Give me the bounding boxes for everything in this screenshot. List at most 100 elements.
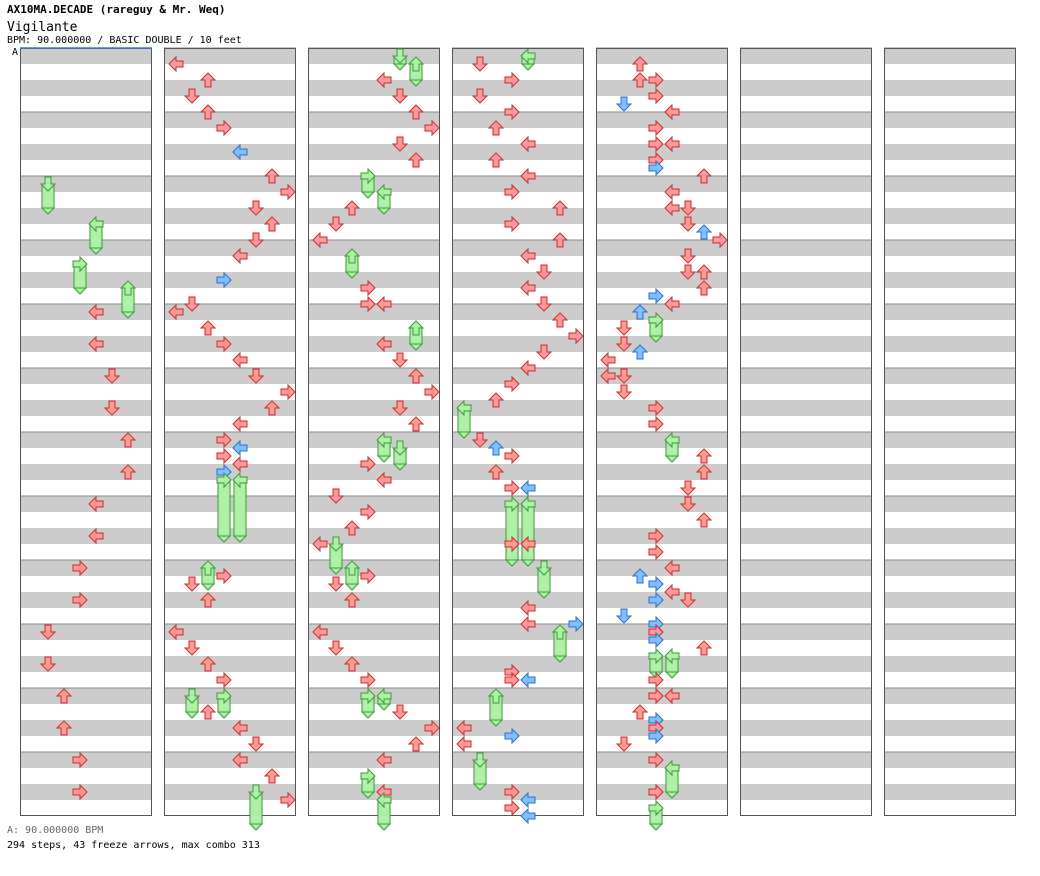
beat-stripe: [884, 688, 1016, 704]
step-arrow: [360, 279, 376, 297]
step-arrow: [232, 455, 248, 473]
freeze-arrow: [391, 440, 409, 471]
freeze-head: [360, 167, 376, 185]
beat-stripe: [20, 208, 152, 224]
freeze-head: [247, 784, 265, 800]
freeze-tail: [360, 711, 376, 719]
freeze-tail: [552, 655, 568, 663]
freeze-head: [183, 688, 201, 704]
beat-stripe: [884, 144, 1016, 160]
beat-stripe: [20, 400, 152, 416]
freeze-tail: [88, 247, 104, 255]
freeze-head: [391, 440, 409, 456]
step-arrow: [648, 71, 664, 89]
step-arrow: [376, 471, 392, 489]
column-border: [740, 48, 872, 816]
step-arrow: [712, 231, 728, 249]
step-arrow-blue: [232, 439, 248, 457]
beat-stripe: [308, 208, 440, 224]
step-arrow-blue: [232, 143, 248, 161]
beat-stripe: [164, 656, 296, 672]
step-arrow: [679, 264, 697, 280]
beat-stripe: [308, 400, 440, 416]
step-arrow-blue: [648, 727, 664, 745]
step-arrow: [520, 599, 536, 617]
step-arrow: [119, 432, 137, 448]
step-arrow: [232, 351, 248, 369]
beat-stripe: [740, 528, 872, 544]
step-arrow-blue: [631, 568, 649, 584]
freeze-arrow: [360, 687, 376, 719]
step-arrow: [376, 335, 392, 353]
beat-stripe: [596, 80, 728, 96]
beat-stripe: [452, 48, 584, 64]
beat-stripe: [452, 688, 584, 704]
step-arrow: [343, 656, 361, 672]
step-arrow: [343, 592, 361, 608]
step-arrow: [648, 543, 664, 561]
beat-stripe: [20, 464, 152, 480]
beat-stripe: [596, 144, 728, 160]
beat-stripe: [452, 368, 584, 384]
step-arrow: [216, 335, 232, 353]
freeze-arrow: [72, 255, 88, 295]
step-arrow: [39, 656, 57, 672]
step-arrow: [263, 216, 281, 232]
beat-stripe: [20, 240, 152, 256]
freeze-head: [88, 215, 104, 233]
beat-stripe: [164, 80, 296, 96]
beat-stripe: [740, 176, 872, 192]
step-arrow: [648, 527, 664, 545]
step-arrow: [456, 719, 472, 737]
step-arrow: [247, 232, 265, 248]
step-arrow: [648, 783, 664, 801]
beat-stripe: [164, 624, 296, 640]
freeze-arrow: [216, 687, 232, 719]
beat-stripe: [20, 336, 152, 352]
step-arrow: [520, 615, 536, 633]
freeze-arrow: [216, 471, 232, 543]
step-arrow: [648, 399, 664, 417]
freeze-head: [664, 647, 680, 665]
beat-stripe: [596, 112, 728, 128]
step-arrow: [695, 448, 713, 464]
step-arrow: [664, 559, 680, 577]
beat-stripe: [596, 240, 728, 256]
step-arrow: [695, 640, 713, 656]
beat-stripe: [164, 304, 296, 320]
step-arrow: [551, 312, 569, 328]
beat-stripe: [884, 112, 1016, 128]
step-arrow-blue: [520, 479, 536, 497]
step-arrow-blue: [568, 615, 584, 633]
song-artist: AX10MA.DECADE (rareguy & Mr. Weq): [7, 3, 226, 16]
beat-stripe: [452, 336, 584, 352]
freeze-arrow: [376, 791, 392, 831]
step-arrow: [664, 295, 680, 313]
step-arrow: [487, 464, 505, 480]
chart-column: [452, 47, 584, 816]
freeze-tail: [216, 711, 232, 719]
freeze-arrow: [183, 688, 201, 719]
step-arrow: [232, 415, 248, 433]
beat-stripe: [596, 176, 728, 192]
step-arrow: [391, 136, 409, 152]
beat-stripe: [884, 432, 1016, 448]
step-arrow: [391, 88, 409, 104]
freeze-arrow: [343, 248, 361, 279]
step-arrow: [183, 296, 201, 312]
beat-stripe: [740, 624, 872, 640]
beat-stripe: [452, 80, 584, 96]
step-arrow: [360, 455, 376, 473]
step-arrow: [664, 583, 680, 601]
step-arrow: [504, 103, 520, 121]
freeze-head: [199, 560, 217, 576]
freeze-arrow: [39, 176, 57, 215]
step-arrow: [600, 351, 616, 369]
freeze-arrow: [664, 431, 680, 463]
beat-stripe: [596, 368, 728, 384]
beat-stripe: [452, 560, 584, 576]
freeze-head: [360, 687, 376, 705]
freeze-tail: [392, 463, 408, 471]
chart-meta: BPM: 90.000000 / BASIC DOUBLE / 10 feet: [7, 35, 242, 46]
step-arrow: [695, 464, 713, 480]
